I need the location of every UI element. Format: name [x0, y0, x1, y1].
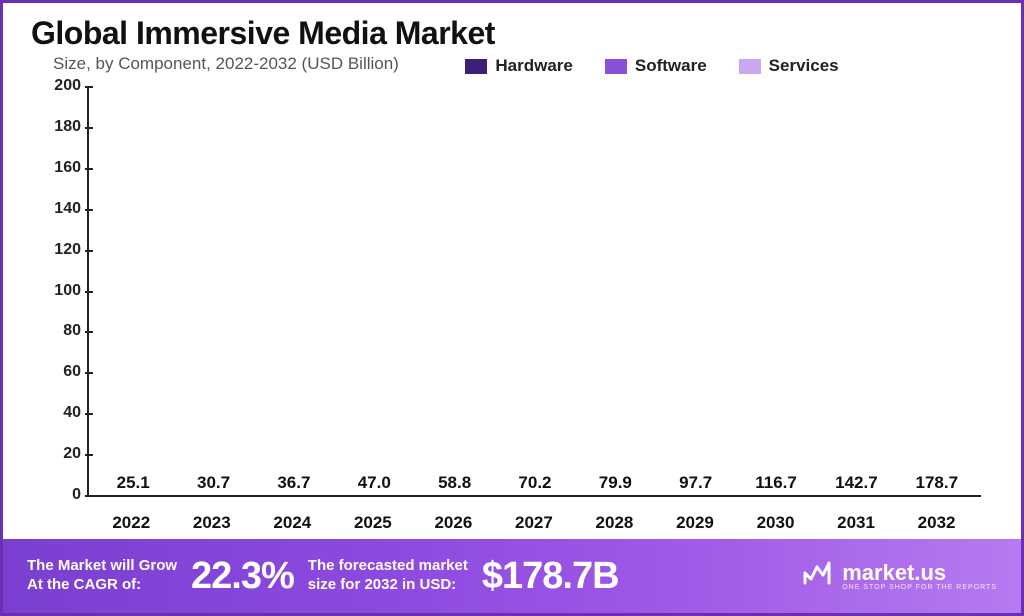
x-tick-label: 2027	[503, 513, 565, 533]
bar-total-label: 36.7	[277, 473, 310, 493]
y-tick-label: 80	[31, 322, 81, 340]
bar-total-label: 142.7	[835, 473, 878, 493]
y-tick-label: 20	[31, 445, 81, 463]
brand-tagline: ONE STOP SHOP FOR THE REPORTS	[842, 584, 997, 591]
legend-swatch	[605, 59, 627, 74]
legend-label: Software	[635, 56, 707, 76]
legend-swatch	[739, 59, 761, 74]
bar-total-label: 25.1	[117, 473, 150, 493]
bars-container: 25.1 30.7 36.7 47.0 58.8 70.2 79.9 97.7 116.7 142…	[89, 86, 981, 495]
y-tick-label: 140	[31, 200, 81, 218]
y-tick-label: 100	[31, 282, 81, 300]
bar-total-label: 30.7	[197, 473, 230, 493]
bar-total-label: 178.7	[915, 473, 958, 493]
x-tick-label: 2032	[906, 513, 968, 533]
cagr-label-line1: The Market will Grow	[27, 557, 177, 576]
cagr-value: 22.3%	[191, 555, 294, 598]
footer-banner: The Market will Grow At the CAGR of: 22.…	[3, 539, 1021, 613]
legend-item: Hardware	[465, 56, 572, 76]
forecast-label-line2: size for 2032 in USD:	[308, 576, 468, 595]
y-tick-label: 120	[31, 241, 81, 259]
forecast-label-line1: The forecasted market	[308, 557, 468, 576]
x-tick-label: 2024	[261, 513, 323, 533]
plot-area: 25.1 30.7 36.7 47.0 58.8 70.2 79.9 97.7 116.7 142…	[87, 86, 981, 497]
bar-total-label: 116.7	[755, 473, 797, 493]
y-tick-label: 0	[31, 486, 81, 504]
legend-swatch	[465, 59, 487, 74]
forecast-label: The forecasted market size for 2032 in U…	[308, 557, 468, 595]
y-tick-label: 40	[31, 404, 81, 422]
legend-label: Services	[769, 56, 839, 76]
x-tick-label: 2030	[745, 513, 807, 533]
chart-card: Global Immersive Media Market Size, by C…	[0, 0, 1024, 616]
x-axis-labels: 2022 2023 2024 2025 2026 2027 2028 2029 2030 2031…	[87, 513, 981, 533]
brand-text: market.us ONE STOP SHOP FOR THE REPORTS	[842, 562, 997, 591]
x-tick-label: 2025	[342, 513, 404, 533]
brand-name: market.us	[842, 562, 997, 584]
legend-label: Hardware	[495, 56, 572, 76]
bar-total-label: 70.2	[518, 473, 551, 493]
x-tick-label: 2026	[422, 513, 484, 533]
legend: Hardware Software Services	[283, 56, 1021, 80]
chart-area: 25.1 30.7 36.7 47.0 58.8 70.2 79.9 97.7 116.7 142…	[3, 80, 1021, 539]
y-tick-label: 180	[31, 118, 81, 136]
forecast-value: $178.7B	[482, 555, 619, 598]
y-tick-label: 200	[31, 77, 81, 95]
y-tick-label: 160	[31, 159, 81, 177]
legend-item: Software	[605, 56, 707, 76]
x-tick-label: 2031	[825, 513, 887, 533]
y-tick-label: 60	[31, 363, 81, 381]
x-tick-label: 2023	[181, 513, 243, 533]
x-tick-label: 2028	[583, 513, 645, 533]
chart-title: Global Immersive Media Market	[31, 15, 993, 52]
legend-item: Services	[739, 56, 839, 76]
x-tick-label: 2029	[664, 513, 726, 533]
bar-total-label: 58.8	[438, 473, 471, 493]
bar-total-label: 79.9	[599, 473, 632, 493]
x-tick-label: 2022	[100, 513, 162, 533]
bar-total-label: 97.7	[679, 473, 712, 493]
brand-logo-icon	[802, 559, 832, 594]
cagr-label-line2: At the CAGR of:	[27, 576, 177, 595]
bar-total-label: 47.0	[358, 473, 391, 493]
cagr-label: The Market will Grow At the CAGR of:	[27, 557, 177, 595]
brand: market.us ONE STOP SHOP FOR THE REPORTS	[802, 559, 997, 594]
